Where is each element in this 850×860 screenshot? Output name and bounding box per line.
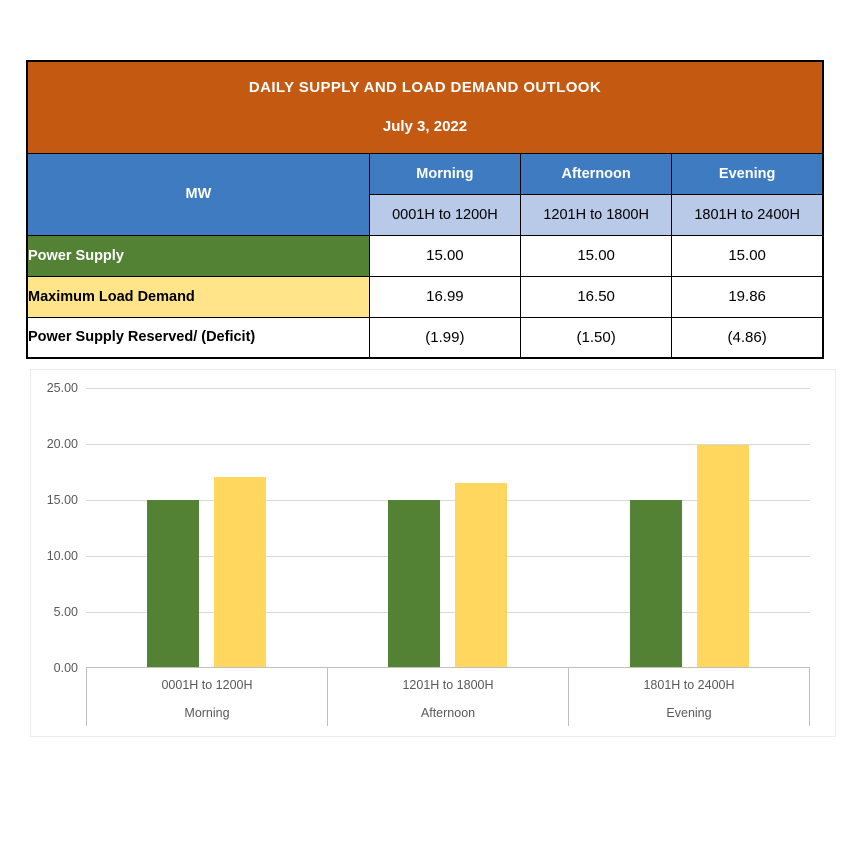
period-range-label: 0001H to 1200H — [161, 678, 253, 692]
x-axis-cell-afternoon: 1201H to 1800H Afternoon — [327, 668, 568, 726]
y-tick-label: 5.00 — [53, 605, 78, 619]
hours-header-afternoon: 1201H to 1800H — [519, 193, 673, 236]
period-name-label: Afternoon — [420, 706, 476, 720]
power-supply-row: Power Supply 15.00 15.00 15.00 — [26, 234, 824, 277]
period-header-evening: Evening — [671, 152, 824, 195]
bar-group-morning — [86, 388, 327, 667]
period-header-row: MW Morning Afternoon Evening — [26, 152, 824, 236]
x-axis-cell-evening: 1801H to 2400H Evening — [568, 668, 810, 726]
chart-plot-area — [86, 388, 810, 668]
reserve-deficit-value-evening: (4.86) — [671, 316, 824, 359]
reserve-deficit-row: Power Supply Reserved/ (Deficit) (1.99) … — [26, 316, 824, 359]
period-header-afternoon: Afternoon — [519, 152, 673, 195]
y-tick-label: 10.00 — [46, 549, 78, 563]
bar-group-evening — [569, 388, 810, 667]
mw-header-cell: MW — [26, 152, 370, 236]
hours-header-row: 0001H to 1200H 1201H to 1800H 1801H to 2… — [27, 193, 824, 236]
bar-group-afternoon — [327, 388, 568, 667]
outlook-report-table: DAILY SUPPLY AND LOAD DEMAND OUTLOOK Jul… — [26, 60, 824, 359]
supply-demand-bar-chart: 25.00 20.00 15.00 10.00 5.00 0.00 0001H … — [30, 369, 836, 737]
power-supply-bar-morning — [147, 499, 200, 667]
y-tick-label: 15.00 — [46, 493, 78, 507]
hours-header-evening: 1801H to 2400H — [671, 193, 824, 236]
load-demand-value-afternoon: 16.50 — [519, 275, 673, 318]
load-demand-bar-afternoon — [455, 482, 508, 667]
load-demand-value-evening: 19.86 — [671, 275, 824, 318]
power-supply-value-evening: 15.00 — [671, 234, 824, 277]
period-range-label: 1201H to 1800H — [402, 678, 494, 692]
hours-header-morning: 0001H to 1200H — [368, 193, 522, 236]
y-tick-label: 0.00 — [53, 661, 78, 675]
power-supply-bar-afternoon — [388, 499, 441, 667]
report-date: July 3, 2022 — [382, 118, 468, 136]
power-supply-label: Power Supply — [26, 234, 370, 277]
y-tick-label: 25.00 — [46, 381, 78, 395]
load-demand-row: Maximum Load Demand 16.99 16.50 19.86 — [26, 275, 824, 318]
x-axis-cell-morning: 0001H to 1200H Morning — [86, 668, 327, 726]
period-name-label: Evening — [666, 706, 712, 720]
period-range-label: 1801H to 2400H — [643, 678, 735, 692]
x-axis-labels: 0001H to 1200H Morning 1201H to 1800H Af… — [86, 668, 810, 726]
period-header-morning: Morning — [368, 152, 522, 195]
reserve-deficit-label: Power Supply Reserved/ (Deficit) — [26, 316, 370, 359]
load-demand-label: Maximum Load Demand — [26, 275, 370, 318]
period-name-label: Morning — [184, 706, 230, 720]
table-title-cell: DAILY SUPPLY AND LOAD DEMAND OUTLOOK Jul… — [26, 60, 824, 154]
reserve-deficit-value-afternoon: (1.50) — [519, 316, 673, 359]
load-demand-value-morning: 16.99 — [368, 275, 522, 318]
power-supply-value-morning: 15.00 — [368, 234, 522, 277]
reserve-deficit-value-morning: (1.99) — [368, 316, 522, 359]
y-axis-labels: 25.00 20.00 15.00 10.00 5.00 0.00 — [31, 381, 78, 675]
load-demand-bar-morning — [214, 477, 267, 667]
power-supply-bar-evening — [629, 499, 682, 667]
y-tick-label: 20.00 — [46, 437, 78, 451]
load-demand-bar-evening — [696, 445, 749, 667]
power-supply-value-afternoon: 15.00 — [519, 234, 673, 277]
table-title-row: DAILY SUPPLY AND LOAD DEMAND OUTLOOK Jul… — [26, 60, 824, 154]
report-title: DAILY SUPPLY AND LOAD DEMAND OUTLOOK — [248, 79, 602, 97]
